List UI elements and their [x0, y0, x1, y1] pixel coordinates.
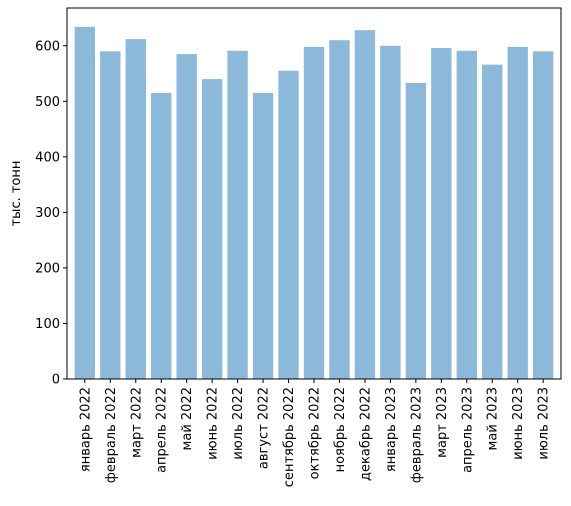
x-tick-label: октябрь 2022: [308, 387, 323, 479]
bar: [354, 30, 376, 379]
x-tick-label: сентябрь 2022: [282, 387, 297, 487]
x-tick-label: апрель 2023: [460, 387, 475, 473]
plot-frame: [66, 7, 562, 380]
bar: [329, 40, 350, 379]
bar: [405, 82, 427, 380]
y-tick-label: 0: [52, 373, 60, 388]
x-tick-label: ноябрь 2022: [333, 387, 348, 472]
bar: [201, 79, 223, 380]
y-tick-label: 100: [35, 317, 60, 332]
bar: [227, 50, 248, 380]
bar: [176, 54, 197, 380]
bar: [278, 70, 299, 380]
bar: [482, 64, 503, 379]
x-tick-label: июнь 2022: [206, 387, 221, 460]
y-axis-label: тыс. тонн: [9, 161, 24, 227]
y-tick-label: 500: [35, 95, 60, 110]
bar: [380, 45, 401, 379]
bar: [252, 92, 274, 379]
bar: [532, 51, 554, 379]
y-tick-label: 200: [35, 261, 60, 276]
bars-group: [74, 26, 554, 380]
x-tick-label: май 2022: [180, 387, 195, 450]
x-tick-label: январь 2022: [78, 387, 93, 472]
x-tick-label: июль 2022: [231, 387, 246, 460]
x-tick-label: апрель 2022: [155, 387, 170, 473]
bar: [431, 47, 452, 379]
x-axis: январь 2022 февраль 2022 март 2022 апрель 2…: [78, 379, 552, 487]
x-tick-label: май 2023: [486, 387, 501, 450]
y-tick-label: 400: [35, 150, 60, 165]
bar: [100, 51, 121, 379]
x-tick-label: февраль 2022: [104, 387, 119, 483]
bar: [125, 39, 146, 379]
x-tick-label: июль 2023: [537, 387, 552, 460]
bar: [303, 46, 325, 379]
x-tick-label: август 2022: [257, 387, 272, 469]
x-tick-label: июнь 2023: [511, 387, 526, 460]
x-tick-label: март 2022: [129, 387, 144, 458]
x-tick-label: февраль 2023: [409, 387, 424, 483]
x-tick-label: январь 2023: [384, 387, 399, 472]
y-tick-label: 300: [35, 206, 60, 221]
x-tick-label: март 2023: [435, 387, 450, 458]
bar: [74, 26, 96, 379]
bar: [507, 46, 528, 379]
y-axis: 0 100 200 300 400 500 600: [35, 39, 67, 388]
bar: [151, 92, 172, 379]
y-tick-label: 600: [35, 39, 60, 54]
x-tick-label: декабрь 2022: [358, 387, 373, 481]
bar: [456, 50, 477, 380]
